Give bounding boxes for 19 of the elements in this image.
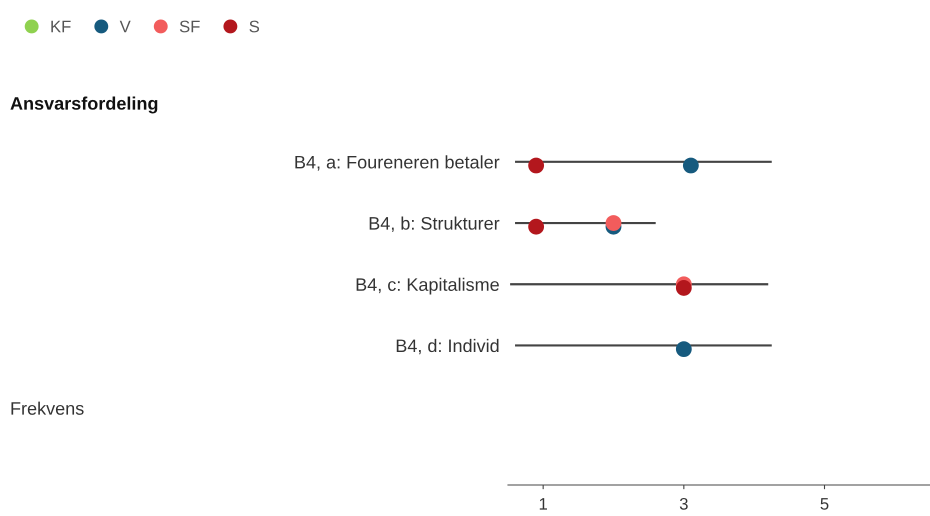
x-tick-label: 3 [680,498,688,510]
point [528,218,544,235]
point [676,280,692,296]
point [528,158,544,174]
y-tick-label: B4, c: Kapitalisme [356,278,499,295]
legend-label: S [249,20,260,32]
legend-label: KF [51,20,71,32]
y-tick-label: B4, b: Strukturer [370,216,500,232]
bar [510,283,768,286]
point [676,341,692,358]
y-tick-label: B4, d: Individ [396,338,499,354]
text: Ansvarsfordeling [10,96,158,114]
point [682,158,699,174]
x-tick-label: 5 [820,498,828,510]
text: Frekvens [11,402,84,415]
legend-label: SF [180,20,200,32]
legend-label: V [120,20,131,32]
x-tick-label: 1 [540,498,547,510]
y-tick-label: B4, a: Foureneren betaler [295,155,500,171]
